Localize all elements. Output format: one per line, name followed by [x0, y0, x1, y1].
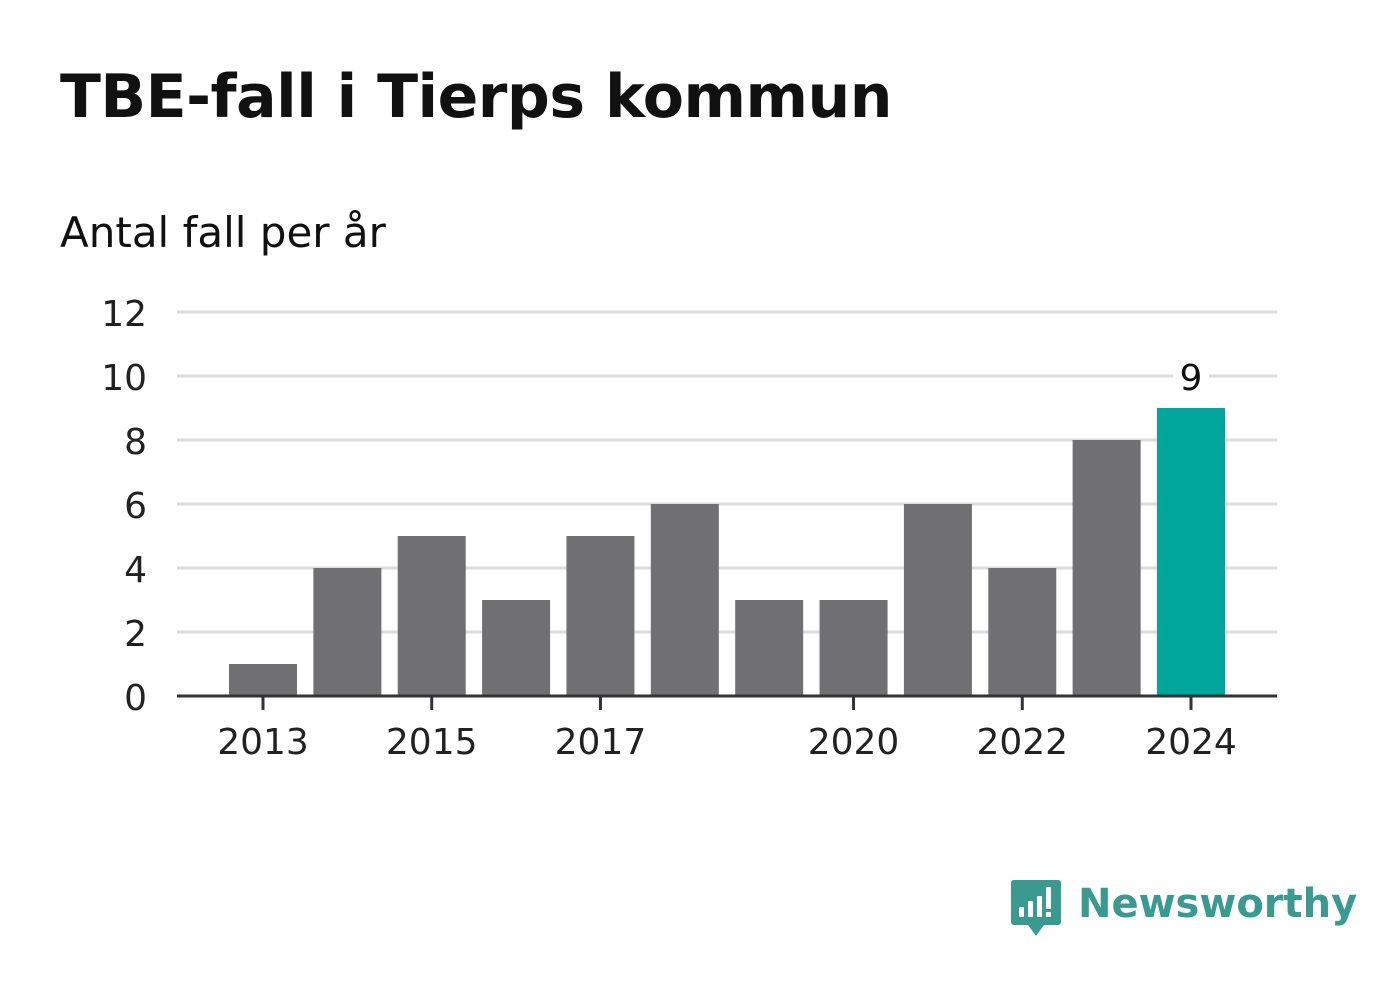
bar-2022 — [988, 568, 1057, 696]
y-axis-tick-labels: 0 2 4 6 8 10 12 — [101, 294, 147, 719]
x-tick-label: 2017 — [555, 722, 647, 763]
x-axis-tick-labels: 2013 2015 2017 2020 2022 2024 — [217, 722, 1237, 763]
y-tick-label: 12 — [101, 294, 147, 335]
newsworthy-logo-icon — [1011, 880, 1061, 936]
data-label-2024: 9 — [1180, 358, 1203, 399]
x-tick-label: 2022 — [976, 722, 1068, 763]
bar-2014 — [313, 568, 382, 696]
bar-2021 — [903, 504, 972, 696]
y-tick-label: 4 — [124, 550, 147, 591]
bar-chart: 0 2 4 6 8 10 12 2013 2015 2017 2020 2022 2024 9 — [101, 294, 1277, 763]
x-tick-label: 2020 — [808, 722, 900, 763]
y-tick-label: 2 — [124, 614, 147, 655]
x-tick-label: 2015 — [386, 722, 478, 763]
x-axis — [177, 694, 1277, 710]
bar-2024 — [1157, 408, 1225, 696]
y-tick-label: 8 — [124, 422, 147, 463]
bar-2018 — [650, 504, 719, 696]
bar-2017 — [566, 536, 635, 696]
brand-logo-block: Newsworthy — [1010, 878, 1357, 940]
chart-subtitle: Antal fall per år — [60, 208, 386, 257]
bar-2023 — [1072, 440, 1141, 696]
x-tick-label: 2024 — [1145, 722, 1237, 763]
bars — [229, 408, 1225, 696]
bar-2016 — [482, 600, 551, 696]
bar-2013 — [229, 664, 297, 696]
bar-2020 — [819, 600, 888, 696]
data-labels: 9 — [1173, 358, 1209, 399]
chart-title: TBE-fall i Tierps kommun — [60, 62, 892, 132]
y-tick-label: 0 — [124, 678, 147, 719]
y-tick-label: 10 — [101, 358, 147, 399]
data-label-background — [1173, 358, 1209, 398]
y-tick-label: 6 — [124, 486, 147, 527]
brand-name: Newsworthy — [1078, 881, 1358, 927]
bar-2019 — [735, 600, 804, 696]
bar-2015 — [397, 536, 466, 696]
x-tick-label: 2013 — [217, 722, 309, 763]
